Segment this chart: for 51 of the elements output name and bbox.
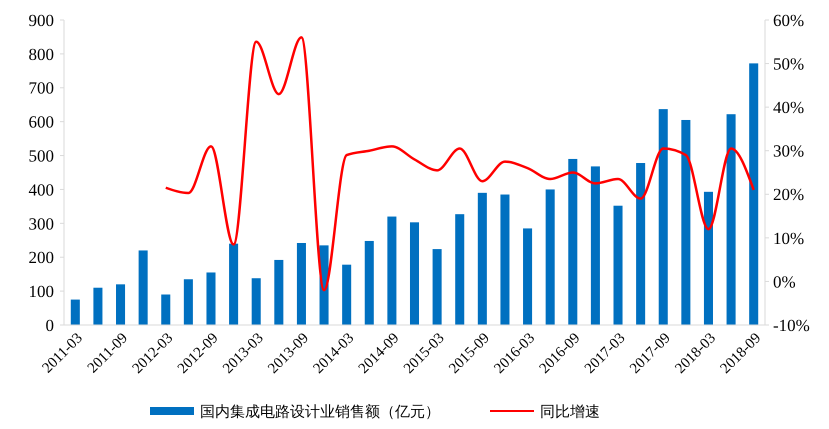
bar bbox=[229, 244, 238, 325]
y-tick-label: 100 bbox=[28, 282, 54, 302]
y2-tick-label: 20% bbox=[773, 185, 804, 204]
y2-tick-label: 0% bbox=[773, 272, 796, 292]
bar bbox=[364, 240, 374, 325]
bar bbox=[636, 163, 646, 325]
bar bbox=[274, 260, 284, 325]
bar bbox=[252, 278, 261, 325]
bar bbox=[342, 264, 352, 325]
y-tick-label: 300 bbox=[28, 214, 54, 234]
y-tick-label: 800 bbox=[28, 44, 54, 64]
bar bbox=[206, 272, 216, 325]
y2-tick-label: 30% bbox=[773, 142, 804, 161]
bar bbox=[704, 192, 713, 325]
legend-label: 国内集成电路设计业销售额（亿元） bbox=[200, 402, 440, 420]
bar bbox=[590, 166, 600, 325]
bar bbox=[500, 194, 510, 325]
bar bbox=[387, 216, 396, 325]
bar bbox=[658, 109, 668, 325]
bar bbox=[432, 249, 442, 325]
legend-label: 同比增速 bbox=[540, 402, 600, 420]
bar bbox=[726, 114, 736, 325]
y-tick-label: 500 bbox=[28, 146, 54, 166]
y2-tick-label: 60% bbox=[773, 10, 804, 30]
bar bbox=[546, 189, 555, 325]
bar bbox=[749, 63, 758, 325]
y2-tick-label: 50% bbox=[773, 54, 804, 74]
y-tick-label: 600 bbox=[28, 112, 54, 132]
bar bbox=[478, 192, 487, 325]
y2-tick-label: -10% bbox=[773, 316, 810, 335]
y-tick-label: 700 bbox=[28, 78, 54, 98]
bar bbox=[523, 228, 532, 325]
bar bbox=[70, 300, 80, 325]
bar bbox=[296, 242, 306, 325]
bar bbox=[681, 120, 690, 325]
y-tick-label: 0 bbox=[46, 316, 54, 335]
bar bbox=[410, 222, 420, 325]
bar bbox=[138, 250, 148, 325]
bar bbox=[184, 279, 193, 325]
bar bbox=[116, 284, 126, 325]
y-tick-label: 900 bbox=[28, 10, 54, 30]
y-tick-label: 400 bbox=[28, 180, 54, 200]
y2-tick-label: 40% bbox=[773, 98, 804, 118]
bar bbox=[161, 294, 170, 325]
y-tick-label: 200 bbox=[28, 248, 54, 268]
bar bbox=[93, 288, 102, 325]
bar bbox=[455, 214, 464, 325]
y2-tick-label: 10% bbox=[773, 228, 804, 248]
line-series bbox=[164, 36, 755, 292]
bar bbox=[568, 158, 578, 325]
bar bbox=[613, 206, 623, 325]
